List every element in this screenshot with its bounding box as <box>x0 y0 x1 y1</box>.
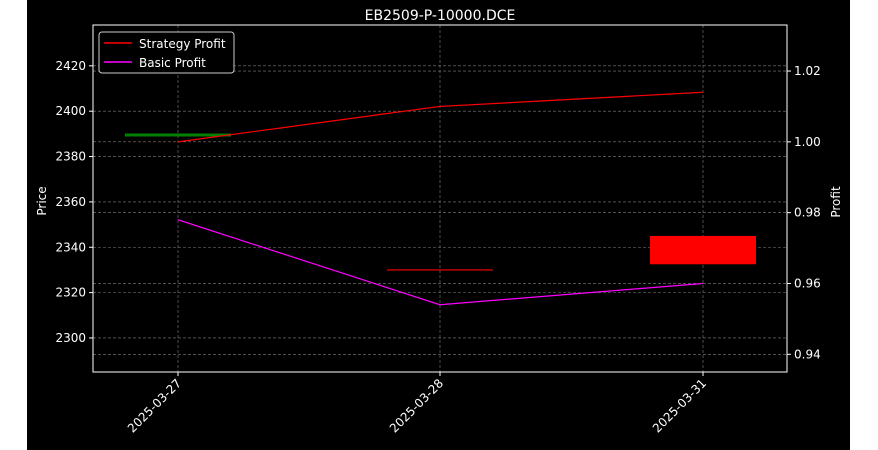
y-tick-label-left: 2300 <box>55 331 86 345</box>
y-tick-label-left: 2320 <box>55 286 86 300</box>
legend-box <box>98 31 235 74</box>
y-tick-label-left: 2340 <box>55 240 86 254</box>
legend: Strategy Profit Basic Profit <box>98 31 235 74</box>
y-axis-label-right: Profit <box>829 186 843 218</box>
figure-background <box>27 0 850 450</box>
y-tick-label-right: 0.94 <box>794 347 821 361</box>
candle-2025-03-31 <box>650 235 756 265</box>
y-tick-label-right: 1.00 <box>794 135 821 149</box>
candles <box>125 133 756 271</box>
y-tick-label-right: 1.02 <box>794 64 821 78</box>
series-line-basic-profit <box>177 219 704 306</box>
grid <box>93 25 787 372</box>
y-tick-label-left: 2360 <box>55 195 86 209</box>
legend-label-strategy-profit: Strategy Profit <box>139 37 226 51</box>
y-axis-label-left: Price <box>35 186 49 215</box>
y-tick-label-left: 2420 <box>55 59 86 73</box>
profit-lines <box>177 91 704 306</box>
series-line-strategy-profit <box>177 91 704 143</box>
chart-title: EB2509-P-10000.DCE <box>365 8 516 24</box>
y-tick-label-right: 0.96 <box>794 276 821 290</box>
legend-label-basic-profit: Basic Profit <box>139 56 206 70</box>
y-tick-label-left: 2380 <box>55 150 86 164</box>
y-tick-label-left: 2400 <box>55 104 86 118</box>
y-tick-label-right: 0.98 <box>794 206 821 220</box>
